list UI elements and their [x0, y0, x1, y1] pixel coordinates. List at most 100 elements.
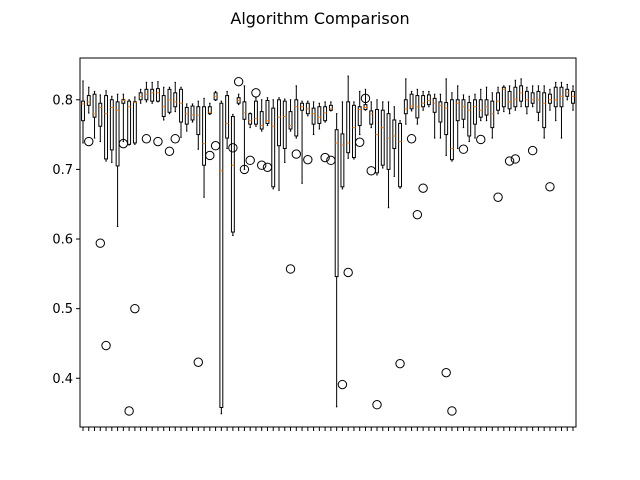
box-44	[326, 101, 336, 166]
box-73	[493, 86, 503, 202]
box-13	[150, 81, 155, 104]
flier-point	[251, 88, 261, 98]
box-body	[161, 95, 166, 117]
box-14	[153, 81, 163, 147]
box-7	[115, 93, 120, 227]
box-75	[504, 85, 515, 166]
box-body	[109, 99, 114, 151]
box-79	[527, 85, 538, 156]
box-63	[438, 93, 443, 139]
flier-point	[193, 357, 203, 367]
flier-point	[545, 182, 555, 192]
box-25	[219, 100, 224, 415]
box-body	[432, 97, 437, 113]
box-26	[225, 90, 230, 150]
box-10	[130, 96, 140, 314]
box-body	[461, 99, 466, 120]
box-41	[311, 101, 316, 136]
flier-point	[493, 192, 503, 202]
flier-point	[458, 144, 469, 154]
box-72	[490, 92, 495, 139]
box-78	[524, 86, 529, 115]
flier-point	[153, 136, 163, 147]
box-body	[323, 106, 328, 122]
box-67	[458, 94, 469, 154]
box-body	[104, 95, 108, 160]
box-49	[355, 90, 365, 147]
flier-point	[527, 145, 538, 156]
box-body	[294, 99, 299, 137]
box-54	[386, 101, 391, 209]
flier-point	[320, 152, 330, 163]
box-59	[412, 88, 423, 220]
box-body	[219, 102, 224, 409]
box-body	[242, 101, 247, 120]
box-65	[447, 92, 457, 416]
box-17	[170, 81, 180, 144]
box-52	[372, 99, 382, 410]
box-body	[455, 99, 460, 122]
box-body	[340, 133, 345, 188]
box-11	[138, 88, 143, 104]
flier-point	[372, 400, 382, 410]
box-body	[507, 90, 512, 110]
box-body	[438, 101, 443, 123]
flier-point	[257, 160, 267, 170]
flier-point	[170, 134, 180, 144]
box-body	[156, 88, 160, 102]
box-69	[473, 93, 477, 139]
box-3	[92, 90, 97, 139]
flier-point	[476, 134, 486, 145]
flier-point	[141, 134, 152, 144]
box-body	[513, 86, 518, 108]
boxes-layer	[81, 75, 575, 416]
box-body	[467, 102, 472, 137]
box-86	[571, 85, 575, 111]
box-body	[98, 102, 103, 127]
flier-point	[205, 150, 215, 161]
axes-frame	[79, 57, 577, 428]
box-45	[334, 113, 339, 408]
box-body	[115, 101, 120, 167]
flier-point	[412, 209, 423, 220]
box-body	[271, 107, 276, 188]
box-body	[398, 122, 402, 188]
box-35	[277, 97, 281, 191]
box-31	[251, 88, 261, 127]
box-68	[467, 95, 472, 143]
box-2	[84, 86, 94, 147]
box-64	[441, 78, 451, 378]
box-body	[265, 99, 270, 124]
box-28	[233, 76, 244, 106]
box-16	[164, 86, 175, 156]
box-body	[548, 93, 552, 104]
box-body	[380, 109, 385, 166]
box-4	[95, 94, 105, 248]
box-18	[179, 86, 183, 138]
box-body	[334, 129, 339, 278]
y-axis: 0.4 0.5 0.6 0.7 0.8	[52, 93, 80, 387]
flier-point	[84, 136, 94, 147]
flier-point	[303, 154, 313, 165]
box-body	[288, 111, 293, 130]
box-80	[536, 85, 541, 122]
box-body	[409, 93, 414, 110]
y-tick-label: 0.4	[52, 372, 73, 387]
box-58	[406, 90, 417, 144]
flier-point	[291, 149, 301, 159]
box-39	[300, 100, 304, 184]
flier-point	[130, 303, 140, 314]
box-body	[450, 99, 454, 161]
box-body	[127, 100, 132, 145]
box-body	[311, 107, 316, 125]
box-body	[150, 88, 155, 102]
box-48	[352, 101, 356, 160]
box-body	[132, 101, 137, 144]
box-body	[421, 95, 426, 108]
box-body	[86, 95, 91, 106]
box-22	[202, 97, 206, 198]
box-60	[418, 90, 428, 193]
box-57	[403, 78, 408, 125]
box-51	[366, 101, 376, 176]
